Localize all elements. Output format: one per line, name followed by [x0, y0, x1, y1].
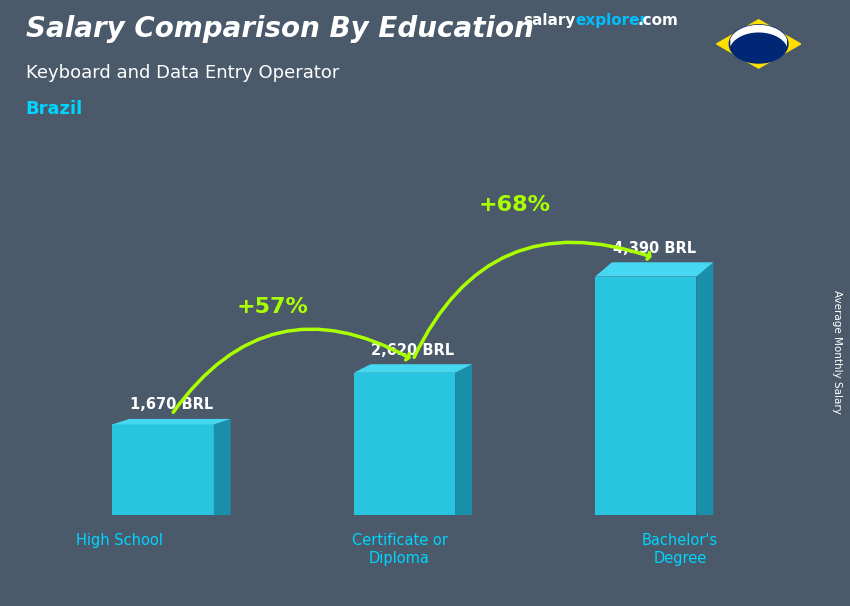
Polygon shape — [214, 419, 230, 515]
Polygon shape — [354, 364, 472, 373]
Text: +68%: +68% — [479, 196, 550, 216]
Text: salary: salary — [523, 13, 575, 28]
Polygon shape — [595, 262, 713, 276]
Polygon shape — [730, 25, 787, 47]
Polygon shape — [595, 276, 696, 515]
Text: +57%: +57% — [237, 298, 309, 318]
Text: 4,390 BRL: 4,390 BRL — [613, 241, 696, 256]
Text: High School: High School — [76, 533, 162, 548]
Text: Brazil: Brazil — [26, 100, 82, 118]
Polygon shape — [455, 364, 472, 515]
Text: .com: .com — [638, 13, 678, 28]
Text: 1,670 BRL: 1,670 BRL — [130, 398, 213, 413]
Polygon shape — [696, 262, 713, 515]
Text: Bachelor's
Degree: Bachelor's Degree — [642, 533, 718, 565]
Text: Average Monthly Salary: Average Monthly Salary — [832, 290, 842, 413]
Polygon shape — [112, 419, 230, 424]
Polygon shape — [112, 424, 214, 515]
Text: Salary Comparison By Education: Salary Comparison By Education — [26, 15, 534, 43]
Polygon shape — [354, 373, 455, 515]
Circle shape — [729, 25, 788, 63]
Text: Keyboard and Data Entry Operator: Keyboard and Data Entry Operator — [26, 64, 339, 82]
Text: explorer: explorer — [575, 13, 648, 28]
Polygon shape — [717, 20, 801, 68]
Text: 2,620 BRL: 2,620 BRL — [371, 342, 455, 358]
Text: Certificate or
Diploma: Certificate or Diploma — [352, 533, 447, 565]
